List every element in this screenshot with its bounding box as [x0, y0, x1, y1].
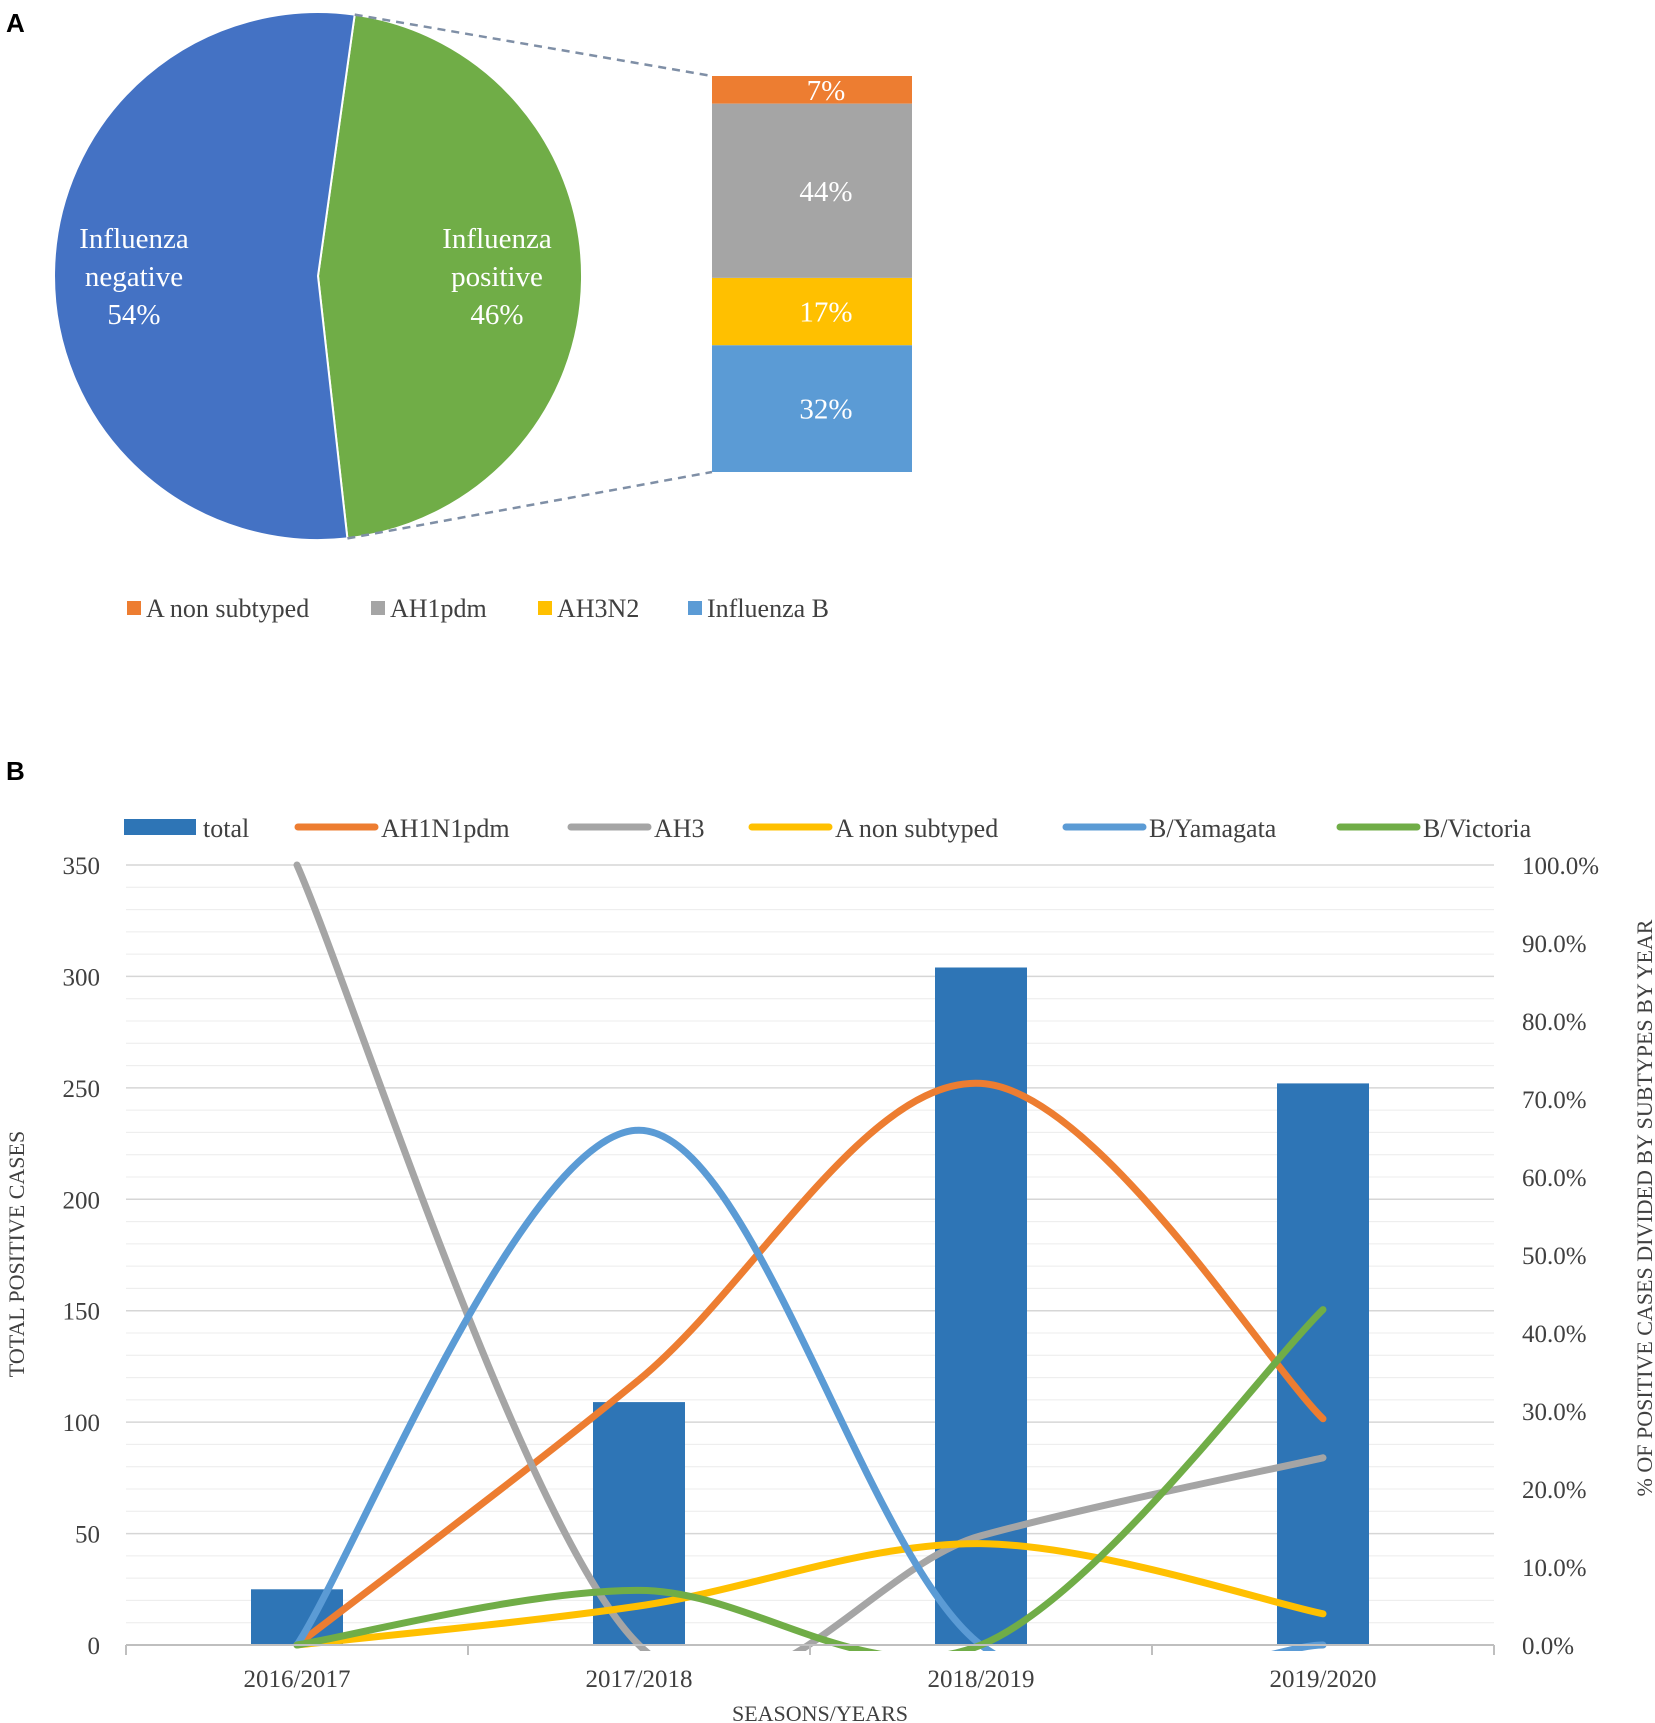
x-axis-title: SEASONS/YEARS [732, 1701, 908, 1723]
connector-top [354, 13, 713, 78]
y2-tick-label: 100.0% [1522, 853, 1599, 880]
y-tick-label: 250 [63, 1076, 101, 1103]
pie-label-positive-line2: positive [451, 261, 543, 293]
x-tick-label-2018-2019: 2018/2019 [928, 1666, 1035, 1693]
legend-a: A non subtyped AH1pdm AH3N2 Influenza B [127, 594, 829, 623]
legend-b-label-b-yamagata: B/Yamagata [1149, 814, 1277, 843]
legend-a-label-a-non-subtyped: A non subtyped [146, 594, 309, 623]
line-b-yamagata [293, 1126, 1327, 1651]
legend-b-swatch-total [124, 819, 196, 835]
y2-tick-label: 10.0% [1522, 1555, 1587, 1582]
line-a-non-subtyped [293, 1540, 1327, 1649]
x-tick-label-2016-2017: 2016/2017 [244, 1666, 351, 1693]
y-tick-label: 150 [63, 1299, 101, 1326]
legend-a-swatch-a-non-subtyped [127, 601, 141, 615]
pie-slice-influenza-negative [53, 11, 356, 542]
pie-slices [53, 11, 584, 542]
pie-label-negative-line1: Influenza [79, 223, 189, 255]
y2-tick-label: 20.0% [1522, 1477, 1587, 1504]
total-bars [251, 967, 1369, 1645]
pie-label-negative: Influenza negative 54% [79, 223, 189, 331]
pie-label-negative-line2: negative [85, 261, 183, 293]
legend-a-swatch-influenza-b [688, 601, 702, 615]
breakdown-segment-influenza-b [712, 345, 912, 472]
legend-a-swatch-ah1pdm [371, 601, 385, 615]
y-tick-label: 300 [63, 964, 101, 991]
pie-label-positive-line1: Influenza [442, 223, 552, 255]
panel-b-label: B [6, 756, 25, 786]
y-axis-ticks: 0 50 100 150 200 250 300 350 [63, 853, 101, 1660]
panel-a-label: A [6, 8, 25, 38]
line-ah1n1pdm [293, 1079, 1327, 1649]
legend-a-label-influenza-b: Influenza B [707, 594, 829, 623]
legend-b-label-ah3: AH3 [654, 814, 705, 843]
y2-tick-label: 80.0% [1522, 1009, 1587, 1036]
legend-a-swatch-ah3n2 [538, 601, 552, 615]
breakdown-segment-ah3n2 [712, 278, 912, 346]
legend-a-label-ah1pdm: AH1pdm [390, 594, 487, 623]
legend-b-label-a-non-subtyped: A non subtyped [835, 814, 998, 843]
bar-total-2019-2020 [1277, 1083, 1369, 1645]
panel-b-combo-chart: 2016/2017 2017/2018 2018/2019 2019/2020 0 50… [4, 814, 1655, 1723]
connector-lines [347, 13, 713, 540]
legend-b-label-total: total [203, 814, 249, 843]
panel-a-pie-of-bar: Influenza negative 54% Influenza positiv… [53, 11, 912, 623]
x-tick-label-2017-2018: 2017/2018 [586, 1666, 693, 1693]
legend-b-label-b-victoria: B/Victoria [1423, 814, 1532, 843]
breakdown-labels: 7% 44% 17% 32% [799, 75, 852, 426]
breakdown-label-ah1pdm: 44% [799, 176, 852, 208]
breakdown-label-a-non-subtyped: 7% [807, 75, 846, 107]
y-tick-label: 350 [63, 853, 101, 880]
y2-axis-ticks: 0.0% 10.0% 20.0% 30.0% 40.0% 50.0% 60.0% 70.0% 8… [1522, 853, 1599, 1660]
y-tick-label: 100 [63, 1410, 101, 1437]
legend-b-label-ah1n1pdm: AH1N1pdm [381, 814, 510, 843]
y-tick-label: 50 [75, 1522, 100, 1549]
y2-tick-label: 50.0% [1522, 1243, 1587, 1270]
breakdown-segment-a-non-subtyped [712, 76, 912, 104]
y2-tick-label: 60.0% [1522, 1165, 1587, 1192]
legend-a-label-ah3n2: AH3N2 [557, 594, 639, 623]
x-axis: 2016/2017 2017/2018 2018/2019 2019/2020 [125, 1644, 1495, 1693]
y-tick-label: 0 [88, 1633, 101, 1660]
pie-slice-influenza-positive [316, 13, 584, 540]
pie-label-positive: Influenza positive 46% [442, 223, 552, 331]
connector-bottom [347, 470, 713, 540]
y2-tick-label: 0.0% [1522, 1633, 1574, 1660]
y-tick-label: 200 [63, 1187, 101, 1214]
breakdown-stacked-bar [712, 76, 912, 472]
breakdown-label-influenza-b: 32% [799, 394, 852, 426]
pie-label-negative-value: 54% [107, 299, 160, 331]
subtype-lines [293, 861, 1327, 1651]
breakdown-segment-ah1pdm [712, 103, 912, 278]
legend-b: total AH1N1pdm AH3 A non subtyped B/Yama… [124, 814, 1532, 843]
y2-axis-title: % OF POSITIVE CASES DIVIDED BY SUBTYPES … [1632, 919, 1655, 1496]
y2-tick-label: 70.0% [1522, 1087, 1587, 1114]
y2-tick-label: 90.0% [1522, 931, 1587, 958]
breakdown-label-ah3n2: 17% [799, 297, 852, 329]
y2-tick-label: 40.0% [1522, 1321, 1587, 1348]
y-axis-title: TOTAL POSITIVE CASES [4, 1131, 29, 1377]
pie-label-positive-value: 46% [470, 299, 523, 331]
x-tick-label-2019-2020: 2019/2020 [1270, 1666, 1377, 1693]
y2-tick-label: 30.0% [1522, 1399, 1587, 1426]
line-ah3 [293, 861, 1327, 1651]
